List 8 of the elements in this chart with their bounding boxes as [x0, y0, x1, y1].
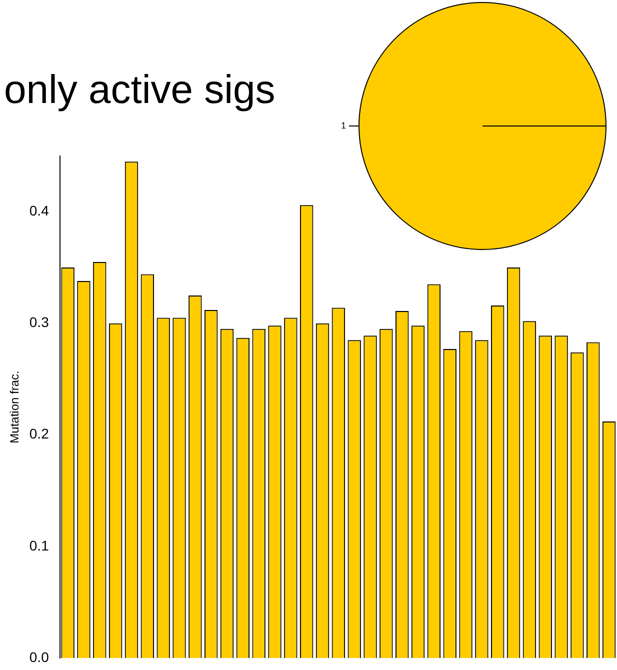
y-tick-label: 0.1: [29, 537, 50, 554]
y-tick-label: 0.2: [29, 426, 50, 442]
y-tick-label: 0.0: [29, 648, 50, 665]
y-tick-label: 0.4: [29, 202, 50, 219]
chart-title: only active sigs: [4, 68, 276, 112]
y-tick-label: 0.3: [29, 314, 50, 330]
y-axis-title: Mutation frac.: [8, 370, 22, 444]
slice-label: 1: [340, 120, 346, 130]
